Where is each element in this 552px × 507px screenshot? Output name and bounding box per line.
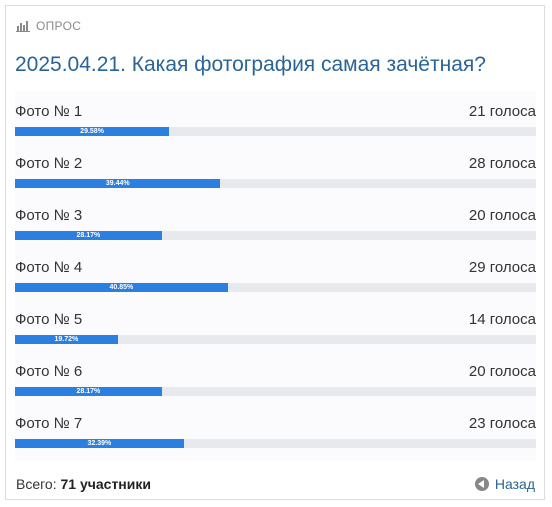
back-arrow-circle-icon — [474, 477, 489, 491]
progress-fill: 28.17% — [15, 387, 162, 396]
progress-percent-label: 29.58% — [80, 128, 104, 135]
poll-options: Фото № 1 21 голоса 29.58% Фото № 2 28 голоса… — [15, 91, 536, 461]
progress-track: 28.17% — [15, 231, 536, 240]
option-label: Фото № 1 — [15, 103, 83, 120]
bar-chart-icon — [16, 20, 30, 32]
poll-header: ОПРОС — [16, 18, 81, 34]
progress-percent-label: 39.44% — [105, 180, 130, 187]
poll-header-label: ОПРОС — [36, 19, 82, 33]
progress-fill: 32.39% — [15, 439, 184, 448]
progress-track: 32.39% — [15, 439, 536, 448]
option-label: Фото № 4 — [15, 259, 83, 276]
poll-footer: Всего: 71 участники Назад — [16, 475, 535, 493]
option-label: Фото № 2 — [15, 155, 83, 172]
progress-percent-label: 28.17% — [76, 232, 101, 239]
progress-track: 19.72% — [15, 335, 536, 344]
option-votes: 14 голоса — [468, 311, 536, 328]
total-participants: Всего: 71 участники — [16, 475, 151, 493]
option-votes: 23 голоса — [468, 415, 536, 432]
poll-option-row: Фото № 4 29 голоса 40.85% — [15, 247, 536, 299]
option-votes: 29 голоса — [468, 259, 536, 276]
progress-track: 29.58% — [15, 127, 536, 136]
back-link[interactable]: Назад — [474, 475, 535, 493]
poll-option-row: Фото № 6 20 голоса 28.17% — [15, 351, 536, 403]
poll-option-row: Фото № 2 28 голоса 39.44% — [15, 143, 536, 195]
total-value: 71 участники — [60, 476, 151, 492]
progress-track: 28.17% — [15, 387, 536, 396]
poll-title: 2025.04.21. Какая фотография самая зачёт… — [15, 53, 486, 76]
progress-percent-label: 32.39% — [87, 440, 112, 447]
option-votes: 28 голоса — [468, 155, 536, 172]
total-prefix: Всего: — [16, 476, 57, 492]
progress-fill: 29.58% — [15, 127, 170, 136]
poll-card: ОПРОС 2025.04.21. Какая фотография самая… — [5, 5, 545, 500]
poll-option-row: Фото № 1 21 голоса 29.58% — [15, 91, 536, 143]
option-votes: 20 голоса — [468, 363, 536, 380]
progress-track: 40.85% — [15, 283, 536, 292]
progress-percent-label: 40.85% — [109, 284, 134, 291]
option-label: Фото № 7 — [15, 415, 83, 432]
back-label: Назад — [494, 476, 535, 492]
option-label: Фото № 5 — [15, 311, 83, 328]
option-label: Фото № 6 — [15, 363, 83, 380]
poll-option-row: Фото № 7 23 голоса 32.39% — [15, 403, 536, 455]
progress-percent-label: 19.72% — [54, 336, 79, 343]
progress-fill: 39.44% — [15, 179, 221, 188]
progress-fill: 40.85% — [15, 283, 228, 292]
progress-track: 39.44% — [15, 179, 536, 188]
progress-percent-label: 28.17% — [76, 388, 101, 395]
option-votes: 20 голоса — [468, 207, 536, 224]
progress-fill: 28.17% — [15, 231, 162, 240]
option-votes: 21 голоса — [468, 103, 536, 120]
option-label: Фото № 3 — [15, 207, 83, 224]
poll-option-row: Фото № 3 20 голоса 28.17% — [15, 195, 536, 247]
poll-option-row: Фото № 5 14 голоса 19.72% — [15, 299, 536, 351]
progress-fill: 19.72% — [15, 335, 118, 344]
